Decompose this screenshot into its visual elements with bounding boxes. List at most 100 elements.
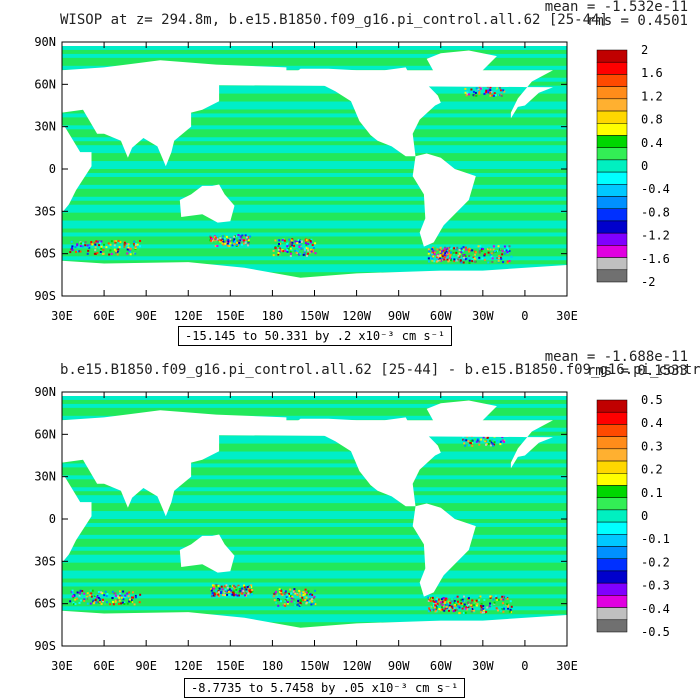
speckle xyxy=(478,597,481,600)
stats-block: mean = -1.688e-11 rms = 0.1533 xyxy=(545,350,688,378)
speckle xyxy=(429,600,432,603)
speckle xyxy=(304,592,307,595)
speckle xyxy=(305,239,308,242)
speckle xyxy=(243,586,246,589)
speckle xyxy=(216,235,219,238)
speckle xyxy=(441,600,444,603)
speckle xyxy=(87,597,90,600)
speckle xyxy=(249,235,252,238)
speckle xyxy=(445,598,448,601)
speckle xyxy=(238,239,241,242)
speckle xyxy=(302,599,305,602)
speckle xyxy=(486,248,489,251)
speckle xyxy=(119,241,122,244)
speckle xyxy=(309,593,312,596)
speckle xyxy=(469,442,472,445)
ocean-band xyxy=(62,220,567,226)
speckle xyxy=(460,261,463,264)
colorbar-label: 0.1 xyxy=(641,486,663,500)
lon-label: 60W xyxy=(430,659,452,673)
speckle xyxy=(235,243,238,246)
speckle xyxy=(73,603,76,606)
speckle xyxy=(444,607,447,610)
lon-label: 30E xyxy=(51,659,73,673)
ocean-band xyxy=(62,491,567,496)
ocean-band xyxy=(62,180,567,186)
speckle xyxy=(477,245,480,248)
speckle xyxy=(245,594,248,597)
speckle xyxy=(472,604,475,607)
speckle xyxy=(478,251,481,254)
speckle xyxy=(464,444,467,447)
speckle xyxy=(283,603,286,606)
speckle xyxy=(462,436,465,439)
speckle xyxy=(283,239,286,242)
speckle xyxy=(480,606,483,609)
speckle xyxy=(290,244,293,247)
speckle xyxy=(292,590,295,593)
speckle xyxy=(463,605,466,608)
speckle xyxy=(282,250,285,253)
speckle xyxy=(293,247,296,250)
speckle xyxy=(78,594,81,597)
speckle xyxy=(120,602,123,605)
speckle xyxy=(281,602,284,605)
speckle xyxy=(279,242,282,245)
speckle xyxy=(272,595,275,598)
speckle xyxy=(436,602,439,605)
speckle xyxy=(93,252,96,255)
speckle xyxy=(138,245,141,248)
speckle xyxy=(89,602,92,605)
speckle xyxy=(307,590,310,593)
speckle xyxy=(277,598,280,601)
speckle xyxy=(448,246,451,249)
speckle xyxy=(289,240,292,243)
speckle xyxy=(79,599,82,602)
speckle xyxy=(454,605,457,608)
speckle xyxy=(113,251,116,254)
speckle xyxy=(496,598,499,601)
speckle xyxy=(307,242,310,245)
speckle xyxy=(72,595,75,598)
speckle xyxy=(450,247,453,250)
speckle xyxy=(109,603,112,606)
speckle xyxy=(305,602,308,605)
speckle xyxy=(478,440,481,443)
speckle xyxy=(286,241,289,244)
speckle xyxy=(215,589,218,592)
speckle xyxy=(298,599,301,602)
speckle xyxy=(470,444,473,447)
speckle xyxy=(483,611,486,614)
speckle xyxy=(431,596,434,599)
speckle xyxy=(506,251,509,254)
speckle xyxy=(289,255,292,258)
speckle xyxy=(503,252,506,255)
speckle xyxy=(241,243,244,246)
speckle xyxy=(300,240,303,243)
speckle xyxy=(99,250,102,253)
speckle xyxy=(282,590,285,593)
speckle xyxy=(464,255,467,258)
ocean-band xyxy=(62,459,567,464)
speckle xyxy=(289,588,292,591)
speckle xyxy=(239,235,242,238)
colorbar-swatch xyxy=(596,460,628,474)
speckle xyxy=(463,439,466,442)
speckle xyxy=(94,243,97,246)
speckle xyxy=(434,609,437,612)
speckle xyxy=(221,242,224,245)
speckle xyxy=(226,593,229,596)
speckle xyxy=(495,596,498,599)
lon-label: 90W xyxy=(388,309,410,323)
speckle xyxy=(451,601,454,604)
ocean-band xyxy=(62,228,567,233)
lat-label: 0 xyxy=(49,162,56,176)
speckle xyxy=(118,599,121,602)
speckle xyxy=(495,250,498,253)
colorbar-label: 0.4 xyxy=(641,416,663,430)
speckle xyxy=(116,598,119,601)
speckle xyxy=(250,593,253,596)
speckle xyxy=(287,244,290,247)
ocean-band xyxy=(62,395,567,401)
speckle xyxy=(459,260,462,263)
